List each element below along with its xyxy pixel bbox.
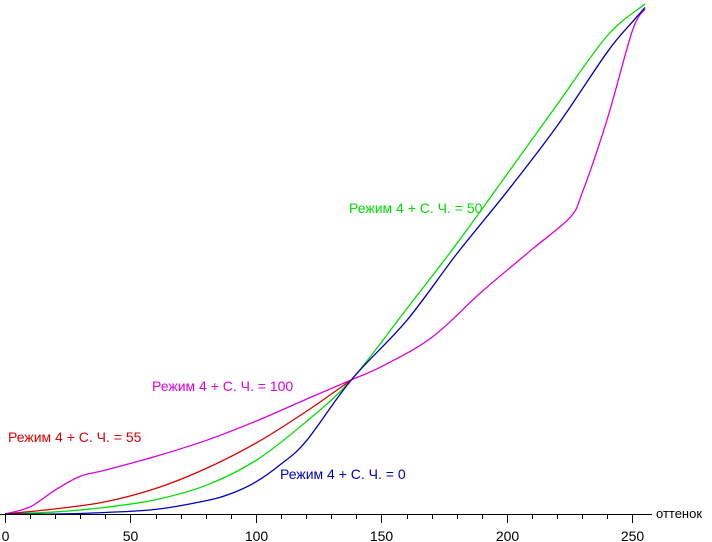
series-layer — [4, 3, 646, 515]
x-axis: 0 50 100 150 200 250 оттенок — [0, 506, 702, 542]
series-labels: Режим 4 + С. Ч. = 50 Режим 4 + С. Ч. = 10… — [8, 200, 483, 482]
series-line-1 — [4, 8, 646, 515]
series-line-2 — [4, 379, 352, 515]
series-label-0: Режим 4 + С. Ч. = 50 — [349, 200, 483, 216]
x-tick-label: 0 — [2, 528, 10, 542]
x-axis-label: оттенок — [656, 506, 702, 521]
x-tick-label: 150 — [370, 528, 394, 542]
series-label-1: Режим 4 + С. Ч. = 100 — [152, 378, 293, 394]
series-label-2: Режим 4 + С. Ч. = 55 — [8, 429, 142, 445]
x-tick-label: 200 — [496, 528, 520, 542]
x-tick-label: 250 — [621, 528, 645, 542]
x-tick-label: 100 — [245, 528, 269, 542]
series-line-3 — [4, 7, 646, 515]
series-label-3: Режим 4 + С. Ч. = 0 — [280, 466, 406, 482]
x-axis-ticks: 0 50 100 150 200 250 — [2, 514, 645, 542]
x-tick-label: 50 — [123, 528, 139, 542]
